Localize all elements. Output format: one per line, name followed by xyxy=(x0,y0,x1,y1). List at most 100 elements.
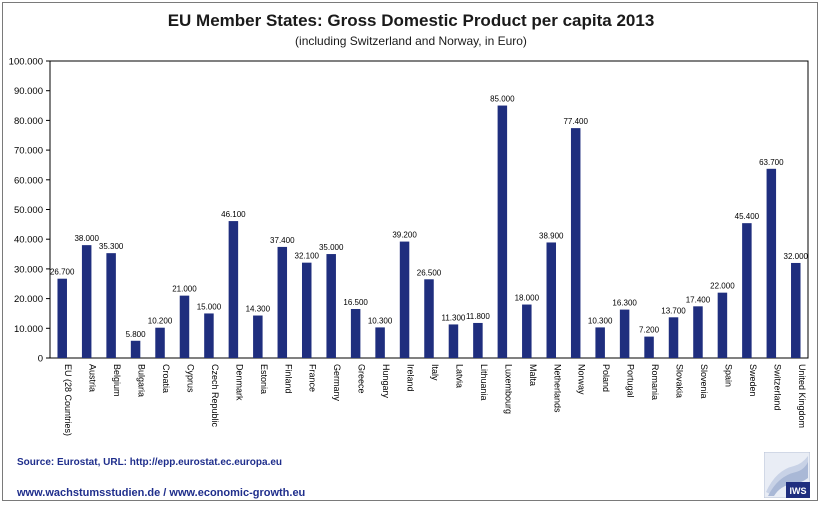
bar xyxy=(668,317,679,358)
x-tick-label: Croatia xyxy=(161,364,171,393)
x-tick-label: Ireland xyxy=(406,364,416,392)
bar xyxy=(693,306,703,358)
y-tick-label: 100.000 xyxy=(9,57,43,68)
x-tick-labels-group: EU (28 Countries) Austria Belgium Bulgaria C… xyxy=(63,364,807,436)
x-tick-label: Poland xyxy=(601,364,611,392)
value-label: 18.000 xyxy=(515,294,540,303)
y-axis: 0 10.000 20.000 30.000 40.000 50.000 60.000 70.… xyxy=(9,57,50,365)
value-label: 46.100 xyxy=(221,210,246,219)
y-tick-label: 20.000 xyxy=(14,294,43,305)
value-label: 32.000 xyxy=(784,252,809,261)
source-note: Source: Eurostat, URL: http://epp.eurost… xyxy=(17,457,283,468)
y-tick-label: 50.000 xyxy=(14,205,43,216)
x-tick-label: Belgium xyxy=(112,364,122,397)
x-tick-label: Netherlands xyxy=(552,364,562,413)
x-tick-label: United Kingdom xyxy=(797,364,807,428)
x-tick-label: Malta xyxy=(528,364,538,386)
bar xyxy=(595,327,605,358)
bar xyxy=(546,242,557,358)
x-tick-label: Latvia xyxy=(454,364,464,388)
bar xyxy=(350,308,361,358)
value-label: 32.100 xyxy=(295,252,320,261)
y-tick-label: 10.000 xyxy=(14,324,43,335)
bar xyxy=(522,304,532,358)
bar xyxy=(742,223,752,358)
x-tick-label: Austria xyxy=(88,364,98,392)
value-label: 17.400 xyxy=(686,295,711,304)
bar xyxy=(253,315,263,358)
bar xyxy=(375,327,385,358)
chart-title: EU Member States: Gross Domestic Product… xyxy=(167,11,655,30)
x-tick-label: Bulgaria xyxy=(137,364,147,397)
y-tick-label: 60.000 xyxy=(14,175,43,186)
bar xyxy=(399,241,410,358)
logo-text: IWS xyxy=(790,486,807,496)
value-label: 11.800 xyxy=(466,312,490,321)
bars-group xyxy=(57,105,801,358)
value-label: 26.700 xyxy=(50,268,75,277)
x-tick-label: Slovenia xyxy=(699,364,709,399)
bar xyxy=(277,246,288,358)
bar xyxy=(717,292,728,358)
value-label: 13.700 xyxy=(661,306,686,315)
value-label: 39.200 xyxy=(392,231,417,240)
value-label: 22.000 xyxy=(710,282,735,291)
value-label: 38.900 xyxy=(539,231,564,240)
x-tick-label: Portugal xyxy=(626,364,636,398)
x-tick-label: Romania xyxy=(650,364,660,400)
x-tick-label: Slovakia xyxy=(675,364,685,398)
iws-logo: IWS xyxy=(764,452,810,498)
y-tick-label: 30.000 xyxy=(14,264,43,275)
website-links[interactable]: www.wachstumsstudien.de / www.economic-g… xyxy=(17,487,306,499)
value-label: 45.400 xyxy=(735,212,760,221)
x-tick-label: Hungary xyxy=(381,364,391,399)
x-tick-label: Germany xyxy=(332,364,342,402)
chart-subtitle: (including Switzerland and Norway, in Eu… xyxy=(295,34,527,48)
x-tick-label: Sweden xyxy=(748,364,758,397)
x-tick-label: Denmark xyxy=(234,364,244,401)
value-label: 7.200 xyxy=(639,326,660,335)
x-tick-label: EU (28 Countries) xyxy=(63,364,73,436)
value-label: 85.000 xyxy=(490,95,515,104)
value-label: 35.000 xyxy=(319,243,344,252)
value-label: 26.500 xyxy=(417,268,442,277)
bar xyxy=(81,245,92,358)
bar xyxy=(228,221,239,358)
bar xyxy=(326,254,336,358)
x-tick-label: Spain xyxy=(723,364,733,387)
y-tick-label: 70.000 xyxy=(14,146,43,157)
value-label: 14.300 xyxy=(246,305,271,314)
value-label: 5.800 xyxy=(126,330,147,339)
bar xyxy=(130,340,141,358)
bar xyxy=(473,322,483,358)
x-tick-label: Finland xyxy=(283,364,293,394)
bar xyxy=(301,262,312,358)
bar xyxy=(448,324,459,358)
bar xyxy=(57,278,67,358)
y-tick-label: 80.000 xyxy=(14,116,43,127)
x-tick-label: Norway xyxy=(577,364,587,395)
value-label: 37.400 xyxy=(270,236,295,245)
x-tick-label: Czech Republic xyxy=(210,364,220,428)
bar xyxy=(570,128,581,358)
value-label: 10.200 xyxy=(148,317,173,326)
x-tick-label: France xyxy=(308,364,318,392)
bar xyxy=(644,336,654,358)
value-label: 35.300 xyxy=(99,242,124,251)
bar xyxy=(179,295,190,358)
y-tick-label: 0 xyxy=(38,354,43,365)
value-label: 16.300 xyxy=(612,299,637,308)
bar xyxy=(619,309,630,358)
value-label: 77.400 xyxy=(563,117,588,126)
value-label: 21.000 xyxy=(172,285,197,294)
x-tick-label: Greece xyxy=(357,364,367,394)
y-tick-label: 90.000 xyxy=(14,86,43,97)
bar xyxy=(155,327,165,358)
value-label: 15.000 xyxy=(197,302,222,311)
x-tick-label: Estonia xyxy=(259,364,269,394)
x-tick-label: Cyprus xyxy=(185,364,195,393)
value-label: 10.300 xyxy=(588,316,613,325)
bar xyxy=(791,262,801,358)
